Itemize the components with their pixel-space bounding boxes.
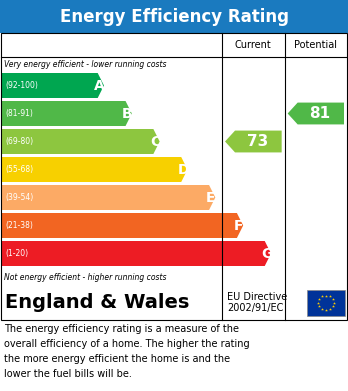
Text: (69-80): (69-80)	[5, 137, 33, 146]
Text: G: G	[261, 246, 272, 260]
Text: Energy Efficiency Rating: Energy Efficiency Rating	[60, 7, 288, 25]
Polygon shape	[2, 241, 271, 266]
Text: Current: Current	[235, 40, 272, 50]
Polygon shape	[2, 101, 132, 126]
Text: F: F	[234, 219, 244, 233]
Text: (92-100): (92-100)	[5, 81, 38, 90]
Text: B: B	[122, 106, 133, 120]
Text: 2002/91/EC: 2002/91/EC	[227, 303, 283, 312]
Text: (39-54): (39-54)	[5, 193, 33, 202]
Text: (55-68): (55-68)	[5, 165, 33, 174]
Text: Potential: Potential	[294, 40, 337, 50]
Polygon shape	[2, 157, 188, 182]
Polygon shape	[2, 213, 243, 238]
Polygon shape	[225, 131, 282, 152]
Polygon shape	[288, 102, 344, 124]
Bar	[307, 289, 345, 316]
Polygon shape	[2, 73, 104, 98]
Bar	[0, 0, 348, 33]
Bar	[1, 285, 347, 320]
Text: EU Directive: EU Directive	[227, 292, 287, 303]
Text: A: A	[94, 79, 105, 93]
Text: (1-20): (1-20)	[5, 249, 28, 258]
Text: (21-38): (21-38)	[5, 221, 33, 230]
Polygon shape	[2, 129, 160, 154]
Bar	[1, 33, 347, 320]
Text: England & Wales: England & Wales	[5, 293, 189, 312]
Text: Very energy efficient - lower running costs: Very energy efficient - lower running co…	[4, 60, 166, 69]
Text: The energy efficiency rating is a measure of the
overall efficiency of a home. T: The energy efficiency rating is a measur…	[4, 324, 250, 379]
Polygon shape	[2, 185, 215, 210]
Text: C: C	[150, 135, 160, 149]
Text: 81: 81	[309, 106, 330, 121]
Text: 73: 73	[247, 134, 268, 149]
Text: E: E	[206, 190, 216, 204]
Text: D: D	[177, 163, 189, 176]
Text: Not energy efficient - higher running costs: Not energy efficient - higher running co…	[4, 273, 166, 282]
Text: (81-91): (81-91)	[5, 109, 33, 118]
